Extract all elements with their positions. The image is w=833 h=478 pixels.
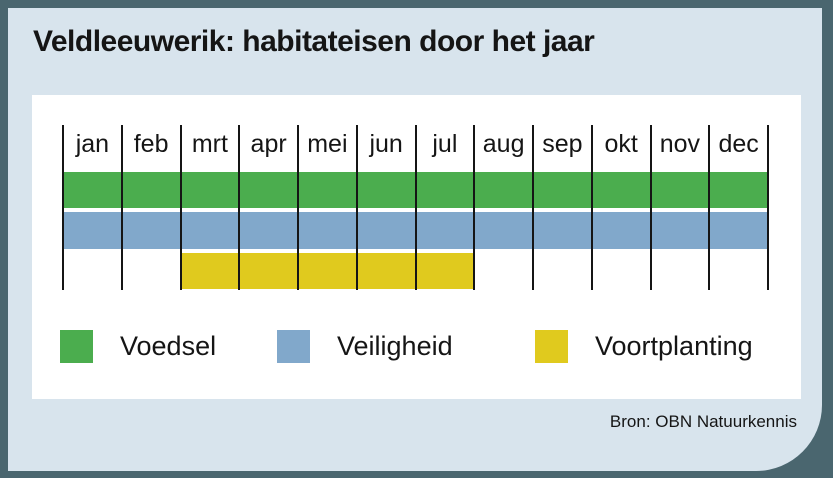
month-label-mei: mei [307,129,348,158]
month-label-sep: sep [542,129,583,158]
legend-swatch-voortplanting [535,330,568,363]
legend-label: Voortplanting [595,331,753,361]
month-label-dec: dec [718,129,759,158]
legend-item-veiligheid: Veiligheid [277,330,453,363]
month-separator-line [297,125,299,290]
month-label-jul: jul [432,129,458,158]
month-span-chart: jan feb mrt apr mei jun jul aug sep okt nov dec [32,95,801,315]
month-label-apr: apr [250,129,287,158]
source-credit: Bron: OBN Natuurkennis [609,412,797,431]
month-label-aug: aug [482,129,525,158]
chart-panel: jan feb mrt apr mei jun jul aug sep okt nov dec Voe… [32,95,801,399]
month-separator-line [179,125,182,290]
infographic-card: Veldleeuwerik: habitateisen door het jaa… [8,8,822,471]
month-separator-line [590,125,593,290]
month-separator-line [649,125,652,290]
legend: Voedsel Veiligheid Voortplanting [32,330,801,370]
month-label-feb: feb [133,129,169,158]
month-label-okt: okt [604,129,638,158]
legend-label: Veiligheid [337,331,453,361]
legend-item-voortplanting: Voortplanting [535,330,753,363]
month-separator-line [120,125,123,290]
month-label-jan: jan [75,129,110,158]
month-label-jun: jun [369,129,403,158]
month-separator-line [708,125,711,290]
month-separator-line [767,125,769,290]
month-separator-line [532,125,534,290]
bar-voortplanting [180,253,475,289]
month-label-mrt: mrt [191,129,228,158]
legend-item-voedsel: Voedsel [60,330,216,363]
month-separator-line [238,125,241,290]
chart-title: Veldleeuwerik: habitateisen door het jaa… [33,25,595,58]
month-separator-line [62,125,64,290]
month-label-nov: nov [659,129,701,158]
legend-label: Voedsel [120,331,217,361]
legend-swatch-voedsel [60,330,93,363]
legend-swatch-veiligheid [277,330,310,363]
month-separator-line [414,125,417,290]
month-separator-line [355,125,358,290]
month-separator-line [473,125,476,290]
